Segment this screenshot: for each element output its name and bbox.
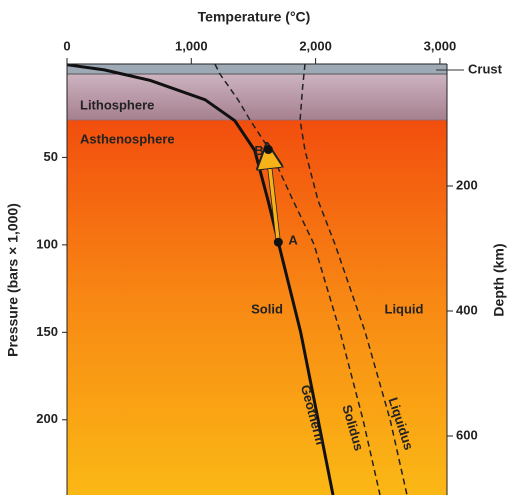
y-tick-label: 100 [36, 236, 58, 251]
x-axis-title: Temperature (°C) [198, 9, 311, 25]
point [274, 238, 283, 247]
x-tick-label: 3,000 [424, 38, 457, 53]
y2-axis-title: Depth (km) [491, 243, 507, 316]
x-tick-label: 0 [63, 38, 70, 53]
layer-label: Crust [468, 61, 503, 76]
x-tick-label: 1,000 [175, 38, 208, 53]
y2-tick-label: 200 [456, 177, 478, 192]
region-label: Solid [251, 301, 283, 316]
y-axis-title: Pressure (bars × 1,000) [5, 203, 21, 357]
layers [67, 64, 447, 495]
x-tick-label: 2,000 [299, 38, 332, 53]
y2-tick-label: 400 [456, 302, 478, 317]
y-tick-label: 200 [36, 411, 58, 426]
layer-label: Asthenosphere [80, 131, 175, 146]
point-label: B [254, 143, 263, 158]
y-tick-label: 150 [36, 324, 58, 339]
layer-label: Lithosphere [80, 97, 154, 112]
point [264, 145, 273, 154]
region-label: Liquid [385, 301, 424, 316]
layer-band [67, 64, 447, 74]
y-tick-label: 50 [44, 149, 58, 164]
point-label: A [288, 233, 298, 248]
y2-tick-label: 600 [456, 427, 478, 442]
chart: 0 1,000 2,000 3,000 50 100 150 200 200 400 600 Tem… [0, 0, 508, 495]
